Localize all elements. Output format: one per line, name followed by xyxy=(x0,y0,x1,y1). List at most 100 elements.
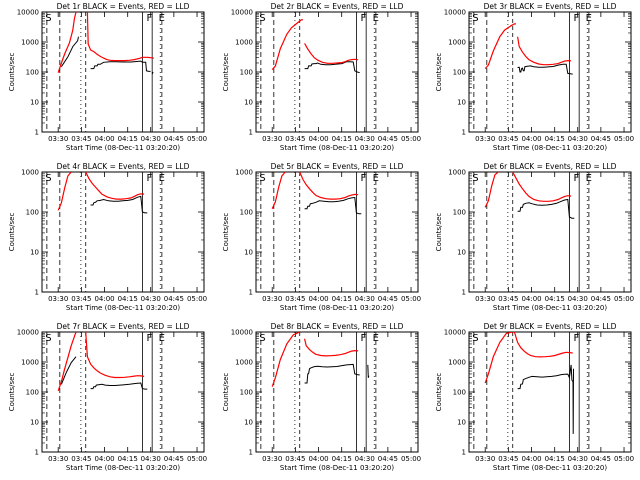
marker-f: F xyxy=(360,333,366,344)
y-tick-label: 1000 xyxy=(21,39,39,47)
marker-s: S xyxy=(472,173,478,184)
x-tick-label: 03:30 xyxy=(475,295,495,303)
lld-series-line xyxy=(85,172,145,200)
x-tick-label: 04:45 xyxy=(164,295,184,303)
y-tick-label: 10000 xyxy=(17,329,39,337)
x-tick-label: 04:15 xyxy=(332,455,352,463)
x-tick-label: 03:30 xyxy=(48,295,68,303)
events-series-line xyxy=(90,195,148,214)
lld-series-line xyxy=(484,332,513,384)
x-tick-label: 05:00 xyxy=(614,135,634,143)
detector-panel: Det 7r BLACK = Events, RED = LLD 1 10 100 10… xyxy=(8,322,207,472)
lld-series-line xyxy=(271,172,286,210)
lld-series-line xyxy=(57,172,72,211)
detector-panel: Det 1r BLACK = Events, RED = LLD 1 10 100 10… xyxy=(8,2,207,152)
y-tick-label: 1000 xyxy=(235,169,253,177)
y-axis-label: Counts/sec xyxy=(8,373,16,412)
y-tick-label: 100 xyxy=(453,69,466,77)
marker-s: S xyxy=(45,333,51,344)
x-tick-label: 03:30 xyxy=(48,455,68,463)
detector-panel: Det 9r BLACK = Events, RED = LLD 1 10 100 10… xyxy=(435,322,634,472)
y-tick-label: 1000 xyxy=(235,359,253,367)
x-tick-label: 05:00 xyxy=(401,135,421,143)
x-tick-label: 04:30 xyxy=(141,455,161,463)
x-tick-label: 04:00 xyxy=(308,295,328,303)
marker-f: F xyxy=(360,13,366,24)
plot-frame xyxy=(255,171,419,293)
events-series-line xyxy=(151,71,154,75)
chart-title: Det 9r BLACK = Events, RED = LLD xyxy=(484,322,617,331)
x-tick-label: 04:00 xyxy=(308,135,328,143)
x-tick-label: 04:15 xyxy=(118,455,138,463)
x-tick-label: 04:45 xyxy=(378,295,398,303)
y-axis-label: Counts/sec xyxy=(435,53,443,92)
marker-f: F xyxy=(573,13,579,24)
x-axis-label: Start Time (08-Dec-11 03:20:20) xyxy=(280,304,394,312)
lld-series-line xyxy=(271,332,300,387)
events-series-line xyxy=(60,356,77,385)
x-tick-label: 03:45 xyxy=(71,455,91,463)
x-tick-label: 03:30 xyxy=(262,295,282,303)
marker-s: S xyxy=(259,333,265,344)
chart-title: Det 4r BLACK = Events, RED = LLD xyxy=(57,162,190,171)
y-tick-label: 10000 xyxy=(444,9,466,17)
x-tick-label: 04:30 xyxy=(355,295,375,303)
lld-series-line xyxy=(299,172,359,200)
y-tick-label: 100 xyxy=(26,209,39,217)
lld-series-line xyxy=(484,172,499,208)
x-tick-label: 05:00 xyxy=(187,135,207,143)
x-tick-label: 03:45 xyxy=(71,295,91,303)
y-tick-label: 1 xyxy=(249,289,253,297)
y-tick-label: 10000 xyxy=(231,9,253,17)
marker-f: F xyxy=(146,13,152,24)
y-tick-label: 10 xyxy=(30,419,39,427)
y-tick-label: 1 xyxy=(249,129,253,137)
x-tick-label: 05:00 xyxy=(614,455,634,463)
y-tick-label: 1000 xyxy=(448,169,466,177)
chart-title: Det 1r BLACK = Events, RED = LLD xyxy=(57,2,190,11)
plot-frame xyxy=(468,11,632,133)
x-tick-label: 04:45 xyxy=(591,455,611,463)
y-tick-label: 10 xyxy=(244,99,253,107)
x-tick-label: 04:00 xyxy=(94,135,114,143)
x-tick-label: 04:00 xyxy=(308,455,328,463)
x-tick-label: 04:30 xyxy=(568,295,588,303)
x-tick-label: 04:00 xyxy=(94,455,114,463)
lld-series-line xyxy=(512,172,572,202)
y-tick-label: 1000 xyxy=(235,39,253,47)
detector-panel: Det 8r BLACK = Events, RED = LLD 1 10 100 10… xyxy=(222,322,421,472)
marker-s: S xyxy=(259,173,265,184)
chart-title: Det 6r BLACK = Events, RED = LLD xyxy=(484,162,617,171)
events-series-line xyxy=(517,364,574,434)
marker-s: S xyxy=(472,13,478,24)
x-tick-label: 04:00 xyxy=(521,135,541,143)
plot-frame xyxy=(255,331,419,453)
x-tick-label: 03:45 xyxy=(285,455,305,463)
detector-panel: Det 6r BLACK = Events, RED = LLD 1 10 100 10… xyxy=(435,162,634,312)
y-tick-label: 10000 xyxy=(17,9,39,17)
lld-series-line xyxy=(57,12,77,73)
marker-s: S xyxy=(45,173,51,184)
marker-f: F xyxy=(573,333,579,344)
x-tick-label: 04:15 xyxy=(332,135,352,143)
x-tick-label: 03:30 xyxy=(262,135,282,143)
chart-title: Det 2r BLACK = Events, RED = LLD xyxy=(271,2,404,11)
marker-f: F xyxy=(146,173,152,184)
x-tick-label: 03:30 xyxy=(262,455,282,463)
x-tick-label: 04:15 xyxy=(545,455,565,463)
lld-series-line xyxy=(85,332,145,379)
marker-f: F xyxy=(360,173,366,184)
marker-e: E xyxy=(159,173,165,184)
x-tick-label: 04:30 xyxy=(568,455,588,463)
marker-e: E xyxy=(373,173,379,184)
x-tick-label: 04:15 xyxy=(332,295,352,303)
x-tick-label: 03:30 xyxy=(475,455,495,463)
y-tick-label: 10 xyxy=(244,419,253,427)
plot-frame xyxy=(255,11,419,133)
marker-e: E xyxy=(586,173,592,184)
plot-frame xyxy=(41,171,205,293)
x-tick-label: 05:00 xyxy=(614,295,634,303)
x-axis-label: Start Time (08-Dec-11 03:20:20) xyxy=(493,304,607,312)
x-axis-label: Start Time (08-Dec-11 03:20:20) xyxy=(493,144,607,152)
